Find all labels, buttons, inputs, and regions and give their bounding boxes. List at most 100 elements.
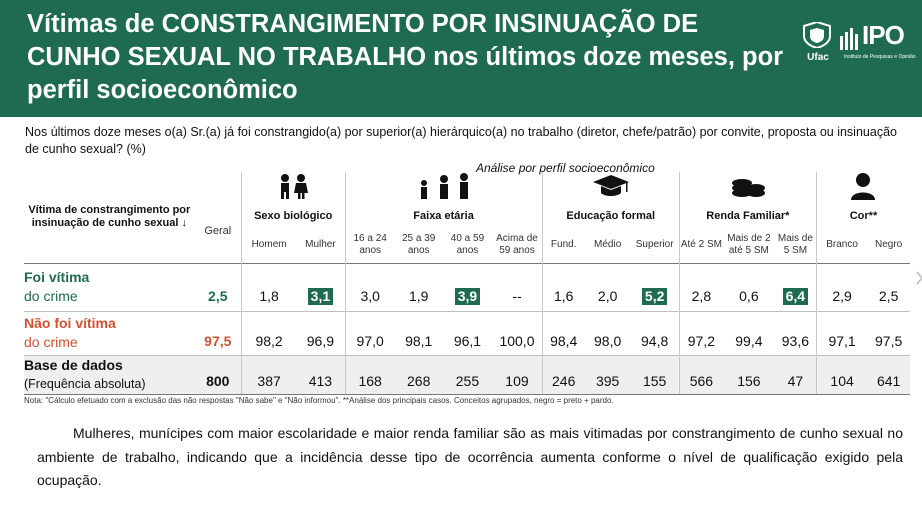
page-title: Vítimas de CONSTRANGIMENTO POR INSINUAÇÃ…	[27, 10, 784, 104]
table-cell: 97,0	[344, 310, 395, 355]
coins-icon	[678, 172, 817, 205]
row-label-sub: do crime	[24, 334, 78, 350]
table-cell: 387	[240, 354, 297, 395]
results-table-wrapper: Vítima de constrangimento por insinuação…	[24, 172, 910, 395]
column-header: Superior	[635, 238, 674, 250]
table-cell: 0,6	[722, 262, 775, 311]
people-icon	[240, 172, 346, 205]
highlight-value: 3,9	[454, 287, 481, 305]
table-cell-highlight: 3,1	[296, 262, 346, 311]
table-cell: 2,5	[867, 262, 910, 311]
table-cell: 255	[442, 354, 493, 395]
table-cell: 94,8	[630, 310, 680, 355]
table-cell: 2,0	[584, 262, 631, 311]
footnote: Nota: "Cálculo efetuado com a exclusão d…	[24, 396, 614, 405]
table-cell: 96,9	[296, 310, 346, 355]
table-cell: 800	[194, 354, 242, 395]
table-cell: 96,1	[442, 310, 493, 355]
ipo-bars-icon	[840, 28, 858, 50]
person-icon	[815, 172, 910, 205]
highlight-value: 5,2	[641, 287, 668, 305]
results-table: Vítima de constrangimento por insinuação…	[24, 172, 910, 395]
table-cell: 1,6	[541, 262, 585, 311]
table-cell: 156	[722, 354, 775, 395]
table-row: Foi vítima do crime 2,5 1,8 3,1 3,0 1,9 …	[24, 262, 910, 311]
table-cell: 413	[296, 354, 346, 395]
column-header: Branco	[815, 227, 868, 263]
table-cell: 100,0	[492, 310, 543, 355]
table-cell: 97,2	[678, 310, 723, 355]
column-header: Mulher	[305, 238, 336, 250]
table-cell: 97,5	[867, 310, 910, 355]
title-banner: Vítimas de CONSTRANGIMENTO POR INSINUAÇÃ…	[0, 0, 922, 117]
table-cell: 97,5	[194, 310, 242, 355]
highlight-value: 3,1	[307, 287, 334, 305]
table-cell: 98,0	[584, 310, 631, 355]
summary-text: Mulheres, munícipes com maior escolarida…	[37, 425, 903, 488]
table-cell-highlight: 3,9	[442, 262, 493, 311]
highlight-value: 6,4	[782, 287, 809, 305]
table-cell: 246	[541, 354, 585, 395]
row-label-main: Não foi vítima	[24, 315, 116, 331]
graduation-cap-icon	[541, 172, 680, 205]
group-title: Sexo biológico	[240, 205, 346, 227]
column-header: Negro	[875, 238, 903, 250]
table-row: Não foi vítima do crime 97,5 98,2 96,9 9…	[24, 310, 910, 355]
table-cell: --	[492, 262, 543, 311]
analysis-subtitle: Análise por perfil socioeconômico	[476, 161, 655, 175]
ipo-logo-subtext: Instituto de Pesquisas e Opinião	[844, 54, 916, 60]
table-cell: 566	[678, 354, 723, 395]
table-cell: 2,9	[815, 262, 868, 311]
table-cell: 99,4	[722, 310, 775, 355]
group-title: Educação formal	[541, 205, 680, 227]
table-cell: 104	[815, 354, 868, 395]
column-header: Mais de 2 até 5 SM	[727, 232, 771, 256]
table-cell: 97,1	[815, 310, 868, 355]
table-cell: 1,9	[394, 262, 443, 311]
row-label-sub: (Frequência absoluta)	[24, 376, 146, 391]
table-cell: 1,8	[240, 262, 297, 311]
column-header: Acima de 59 anos	[496, 232, 538, 256]
table-cell: 641	[867, 354, 910, 395]
ipo-logo-text: IPO	[862, 20, 905, 50]
table-cell: 2,8	[678, 262, 723, 311]
geral-header: Geral	[204, 224, 232, 237]
table-cell: 3,0	[344, 262, 395, 311]
group-title: Cor**	[815, 205, 910, 227]
row-label: Base de dados (Frequência absoluta)	[24, 354, 195, 395]
column-header: Até 2 SM	[678, 227, 723, 263]
column-header: 40 a 59 anos	[450, 232, 485, 256]
column-header: Homem	[240, 227, 297, 263]
table-cell: 93,6	[774, 310, 817, 355]
table-cell: 2,5	[194, 262, 242, 311]
row-label: Não foi vítima do crime	[24, 310, 195, 355]
table-cell-highlight: 6,4	[774, 262, 817, 311]
table-row: Base de dados (Frequência absoluta) 800 …	[24, 354, 910, 395]
column-header: Médio	[594, 238, 622, 250]
slide-nav-chevron-icon[interactable]	[916, 258, 922, 298]
row-header: Vítima de constrangimento por insinuação…	[28, 204, 191, 230]
table-cell-highlight: 5,2	[630, 262, 680, 311]
table-cell: 98,4	[541, 310, 585, 355]
row-label-main: Base de dados	[24, 356, 123, 373]
table-cell: 168	[344, 354, 395, 395]
column-header: Mais de 5 SM	[777, 232, 813, 256]
ufac-logo-icon	[803, 22, 831, 48]
ufac-logo: Ufac	[800, 22, 836, 66]
row-label-main: Foi vítima	[24, 269, 90, 285]
ipo-logo: IPO Instituto de Pesquisas e Opinião	[840, 20, 920, 68]
survey-question: Nos últimos doze meses o(a) Sr.(a) já fo…	[25, 125, 897, 156]
row-label-sub: do crime	[24, 288, 78, 304]
row-label: Foi vítima do crime	[24, 262, 195, 311]
table-cell: 395	[584, 354, 631, 395]
table-cell: 155	[630, 354, 680, 395]
column-header: 16 a 24 anos	[344, 227, 395, 263]
age-group-icon	[344, 172, 543, 205]
table-cell: 109	[492, 354, 543, 395]
ufac-logo-text: Ufac	[807, 52, 829, 63]
table-cell: 47	[774, 354, 817, 395]
column-header: 25 a 39 anos	[402, 232, 436, 256]
table-cell: 268	[394, 354, 443, 395]
group-title: Renda Familiar*	[678, 205, 817, 227]
table-cell: 98,2	[240, 310, 297, 355]
